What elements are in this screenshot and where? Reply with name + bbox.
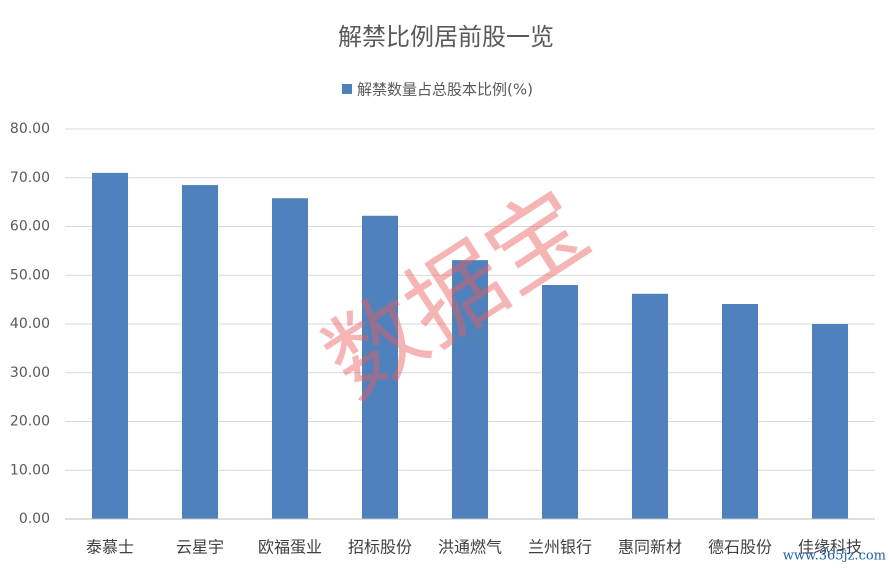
y-tick-label: 20.00 — [10, 414, 50, 430]
x-tick-label: 泰慕士 — [86, 538, 134, 557]
y-tick-label: 40.00 — [10, 316, 50, 332]
x-tick-label: 洪通燃气 — [438, 538, 502, 557]
x-tick-label: 云星宇 — [176, 538, 224, 557]
y-tick-label: 30.00 — [10, 365, 50, 381]
y-tick-label: 70.00 — [10, 170, 50, 186]
bar — [542, 285, 578, 519]
bar — [812, 324, 848, 519]
x-tick-label: 惠同新材 — [618, 538, 682, 557]
bar — [722, 304, 758, 519]
bar — [272, 198, 308, 519]
x-tick-label: 招标股份 — [348, 538, 412, 557]
bar — [452, 260, 488, 519]
x-tick-label: 欧福蛋业 — [258, 538, 322, 557]
x-tick-label: 兰州银行 — [528, 538, 592, 557]
legend-swatch — [342, 84, 352, 94]
x-tick-label: 德石股份 — [708, 538, 772, 557]
bar — [92, 172, 128, 519]
bar — [632, 293, 668, 519]
credit: www.365jz.com — [783, 549, 886, 564]
y-tick-label: 60.00 — [10, 219, 50, 235]
x-tick-label: 佳缘科技 — [798, 538, 862, 557]
y-tick-label: 0.00 — [19, 511, 50, 527]
y-tick-label: 80.00 — [10, 121, 50, 137]
y-tick-label: 10.00 — [10, 462, 50, 478]
legend-label: 解禁数量占总股本比例(%) — [357, 81, 533, 99]
bar — [182, 185, 218, 519]
bar — [362, 215, 398, 519]
y-tick-label: 50.00 — [10, 267, 50, 283]
chart-title: 解禁比例居前股一览 — [338, 23, 554, 51]
